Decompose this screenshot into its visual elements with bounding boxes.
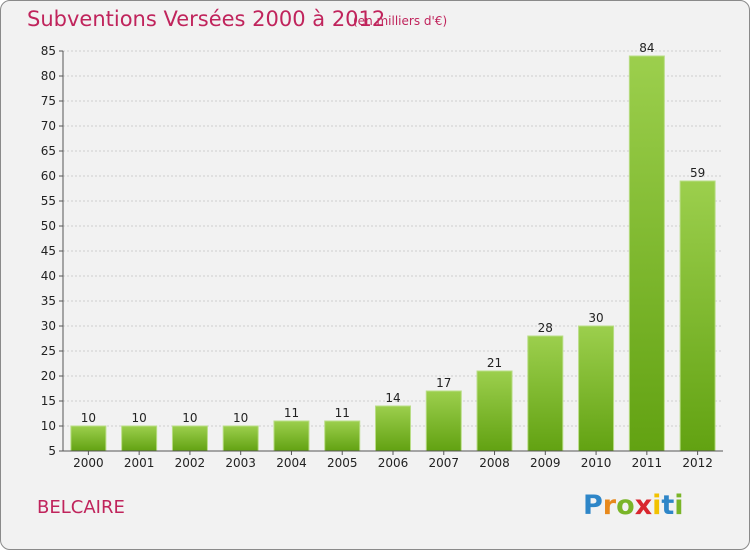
bar-2005 bbox=[324, 420, 361, 452]
bar-2009 bbox=[527, 335, 564, 452]
chart-title: Subventions Versées 2000 à 2012 bbox=[27, 7, 386, 31]
bar-2001 bbox=[121, 425, 158, 452]
bar-2003 bbox=[222, 425, 259, 452]
x-tick-label-2006: 2006 bbox=[378, 456, 409, 470]
y-tick-label: 85 bbox=[41, 44, 56, 58]
value-label-2001: 10 bbox=[132, 411, 147, 425]
place-name: BELCAIRE bbox=[37, 497, 125, 518]
value-label-2008: 21 bbox=[487, 356, 502, 370]
bar-2004 bbox=[273, 420, 310, 452]
y-tick-label: 50 bbox=[41, 219, 56, 233]
value-label-2005: 11 bbox=[335, 406, 350, 420]
y-tick-label: 10 bbox=[41, 419, 56, 433]
value-label-2004: 11 bbox=[284, 406, 299, 420]
x-tick-label-2008: 2008 bbox=[479, 456, 510, 470]
bar-2006 bbox=[375, 405, 411, 452]
value-label-2000: 10 bbox=[81, 411, 96, 425]
bar-2011 bbox=[628, 55, 665, 452]
bar-2007 bbox=[425, 390, 462, 452]
y-tick-label: 65 bbox=[41, 144, 56, 158]
y-tick-label: 60 bbox=[41, 169, 56, 183]
y-tick-label: 75 bbox=[41, 94, 56, 108]
y-tick-label: 25 bbox=[41, 344, 56, 358]
y-tick-label: 15 bbox=[41, 394, 56, 408]
value-label-2011: 84 bbox=[639, 41, 654, 55]
y-tick-label: 35 bbox=[41, 294, 56, 308]
value-label-2010: 30 bbox=[588, 311, 603, 325]
x-tick-label-2002: 2002 bbox=[175, 456, 206, 470]
value-label-2009: 28 bbox=[538, 321, 553, 335]
x-tick-label-2005: 2005 bbox=[327, 456, 358, 470]
x-tick-label-2007: 2007 bbox=[428, 456, 459, 470]
x-tick-label-2012: 2012 bbox=[682, 456, 713, 470]
x-tick-label-2000: 2000 bbox=[73, 456, 104, 470]
y-tick-label: 20 bbox=[41, 369, 56, 383]
y-tick-label: 30 bbox=[41, 319, 56, 333]
x-tick-label-2004: 2004 bbox=[276, 456, 307, 470]
y-tick-label: 80 bbox=[41, 69, 56, 83]
bar-2008 bbox=[476, 370, 513, 452]
value-label-2012: 59 bbox=[690, 166, 705, 180]
bar-2000 bbox=[70, 425, 107, 452]
y-tick-label: 5 bbox=[48, 444, 56, 458]
bar-2012 bbox=[679, 180, 716, 452]
x-tick-label-2010: 2010 bbox=[581, 456, 612, 470]
value-label-2007: 17 bbox=[436, 376, 451, 390]
value-label-2003: 10 bbox=[233, 411, 248, 425]
x-tick-label-2009: 2009 bbox=[530, 456, 561, 470]
x-tick-label-2011: 2011 bbox=[632, 456, 663, 470]
bar-2010 bbox=[578, 325, 615, 452]
x-tick-label-2003: 2003 bbox=[225, 456, 256, 470]
x-tick-label-2001: 2001 bbox=[124, 456, 155, 470]
chart-units: (en milliers d'€) bbox=[353, 14, 448, 28]
value-label-2002: 10 bbox=[182, 411, 197, 425]
y-tick-label: 45 bbox=[41, 244, 56, 258]
y-tick-label: 40 bbox=[41, 269, 56, 283]
proxiti-logo: Proxiti bbox=[583, 490, 684, 521]
value-label-2006: 14 bbox=[385, 391, 400, 405]
y-tick-label: 55 bbox=[41, 194, 56, 208]
y-tick-label: 70 bbox=[41, 119, 56, 133]
bar-2002 bbox=[171, 425, 208, 452]
